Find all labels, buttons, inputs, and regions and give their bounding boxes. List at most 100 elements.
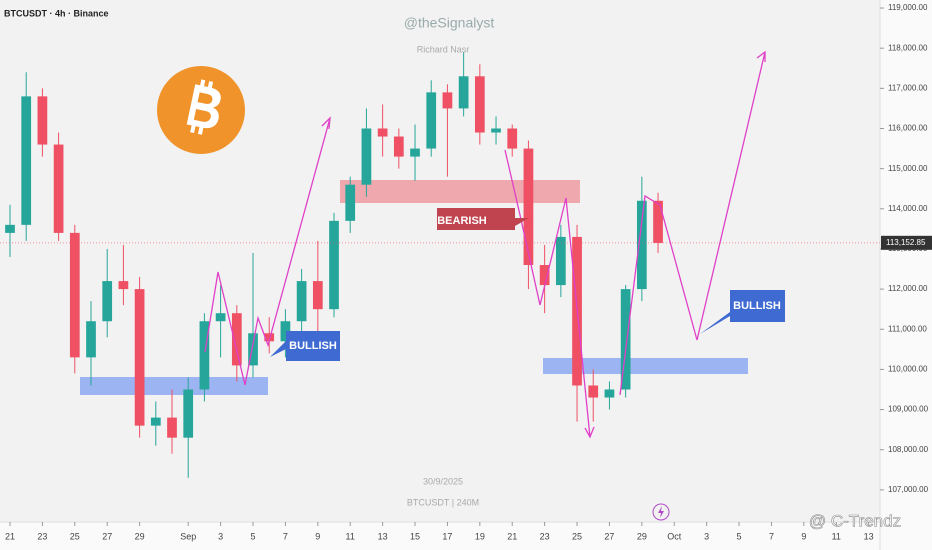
candle-body — [393, 136, 404, 157]
candle-body — [329, 220, 339, 310]
chart-title: BTCUSDT · 4h · Binance — [4, 8, 109, 18]
y-tick-label: 112,000.00 — [888, 284, 928, 293]
x-tick-label: Sep — [180, 531, 196, 541]
candle-body — [426, 92, 437, 149]
candle-body — [5, 224, 15, 233]
projection-arrows — [204, 50, 766, 439]
x-tick-label: 29 — [637, 531, 647, 541]
support-zone — [80, 377, 268, 395]
x-tick-label: 3 — [218, 531, 223, 541]
candle-body — [345, 184, 356, 221]
x-tick-label: 5 — [737, 531, 742, 541]
callout-bg — [270, 331, 340, 361]
candle-body — [215, 313, 226, 322]
candle-body — [199, 321, 210, 390]
candle-body — [523, 148, 534, 266]
candle-body — [134, 289, 145, 426]
author: Richard Nasr — [417, 44, 470, 54]
x-tick-label: 11 — [832, 531, 841, 541]
candle-body — [86, 321, 96, 358]
candle-body — [410, 148, 420, 157]
x-tick-label: 27 — [102, 531, 112, 541]
y-tick-label: 111,000.00 — [888, 324, 927, 333]
x-tick-label: 13 — [864, 531, 874, 541]
y-tick-label: 118,000.00 — [888, 43, 928, 52]
x-tick-label: 13 — [378, 531, 388, 541]
candle-body — [361, 128, 372, 185]
watermark: @theSignalyst — [404, 15, 495, 31]
x-tick-label: 7 — [283, 531, 288, 541]
x-tick-label: 11 — [346, 531, 355, 541]
support-zone — [543, 358, 748, 374]
x-tick-label: 19 — [475, 531, 485, 541]
candle-body — [377, 128, 388, 137]
x-tick-label: 25 — [572, 531, 582, 541]
x-tick-label: 5 — [251, 531, 256, 541]
candle-body — [280, 321, 291, 342]
bitcoin-glyph — [186, 79, 221, 135]
candle-body — [37, 96, 48, 145]
x-tick-label: Oct — [667, 531, 682, 541]
price-axis-bg — [880, 0, 932, 550]
y-tick-label: 109,000.00 — [888, 405, 929, 414]
y-tick-label: 114,000.00 — [888, 204, 928, 213]
last-price-tag — [881, 235, 932, 250]
candle-body — [248, 333, 258, 366]
event-icon — [658, 506, 664, 518]
x-tick-label: 7 — [769, 531, 774, 541]
x-tick-label: 27 — [604, 531, 614, 541]
candle-body — [183, 389, 194, 438]
candle-body — [588, 385, 599, 398]
symbol-note: BTCUSDT | 240M — [407, 497, 479, 507]
x-tick-label: 15 — [410, 531, 420, 541]
y-tick-label: 116,000.00 — [888, 124, 928, 133]
candle-body — [312, 281, 323, 310]
candle-body — [507, 128, 518, 149]
x-tick-label: 25 — [70, 531, 80, 541]
y-tick-label: 117,000.00 — [888, 83, 928, 92]
candle-body — [458, 76, 469, 109]
y-tick-label: 119,000.00 — [888, 3, 928, 12]
candle-body — [604, 389, 615, 398]
callout: BEARISH — [437, 215, 487, 227]
candle-body — [264, 333, 275, 342]
candle-body — [474, 76, 485, 133]
resistance-zone — [340, 180, 580, 203]
candle-body — [539, 265, 550, 286]
x-tick-label: 21 — [507, 531, 517, 541]
candle-body — [102, 281, 113, 322]
candle-body — [69, 232, 80, 358]
candle-body — [555, 236, 566, 286]
x-tick-label: 9 — [315, 531, 320, 541]
x-tick-label: 29 — [135, 531, 145, 541]
time-axis-bg — [0, 522, 880, 550]
y-tick-label: 115,000.00 — [888, 164, 928, 173]
plot-bg — [0, 0, 880, 522]
callout-bg — [700, 290, 785, 334]
candle-body — [231, 313, 242, 366]
candle-body — [167, 417, 177, 438]
last-price-label: 113,152.85 — [886, 238, 926, 247]
x-tick-label: 21 — [5, 531, 15, 541]
x-tick-label: 23 — [37, 531, 47, 541]
candle-body — [21, 96, 32, 225]
candle-body — [620, 289, 631, 390]
callout: BULLISH — [289, 340, 337, 352]
y-tick-label: 110,000.00 — [888, 365, 928, 374]
x-tick-label: 3 — [704, 531, 709, 541]
candle-body — [296, 281, 307, 322]
candle-body — [636, 200, 647, 290]
y-tick-label: 107,000.00 — [888, 485, 929, 494]
callout: BULLISH — [733, 300, 781, 312]
candle-body — [491, 128, 501, 133]
x-tick-label: 9 — [801, 531, 806, 541]
date-note: 30/9/2025 — [423, 476, 463, 486]
y-tick-label: 108,000.00 — [888, 445, 929, 454]
callout-bg — [437, 208, 529, 230]
candle-body — [442, 92, 453, 109]
event-icon — [652, 503, 670, 521]
x-tick-label: 23 — [540, 531, 550, 541]
candle-body — [53, 144, 64, 233]
candle-body — [118, 281, 129, 290]
